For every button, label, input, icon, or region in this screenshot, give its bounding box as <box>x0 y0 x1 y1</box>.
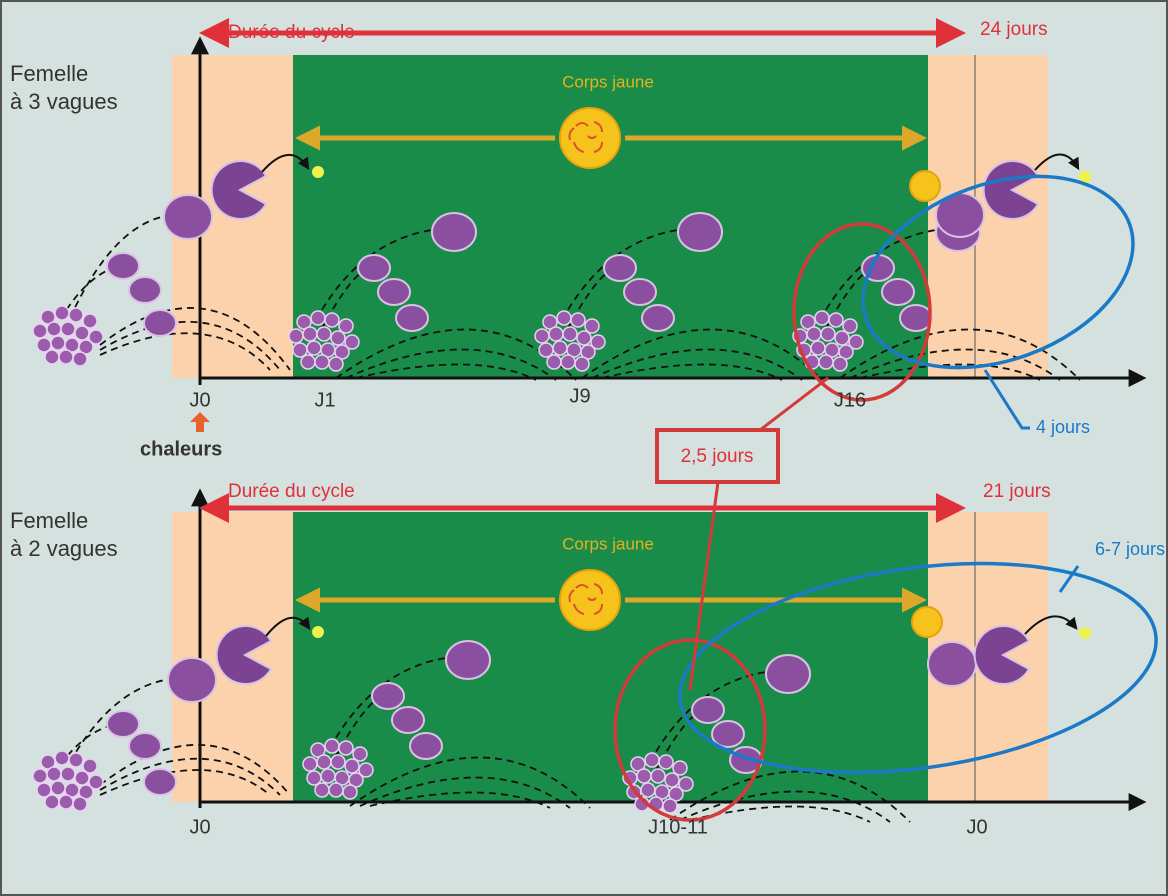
follicle <box>164 195 212 239</box>
shared-interval: 2,5 jours <box>681 446 754 467</box>
corpus-luteum <box>560 570 620 630</box>
follicle <box>144 769 176 795</box>
follicle <box>144 310 176 336</box>
cycle-label: Durée du cycle <box>228 22 355 43</box>
regressing-corpus <box>912 607 942 637</box>
day-label: J10-11 <box>648 816 708 838</box>
day-label: J0 <box>189 816 210 838</box>
heat-label: chaleurs <box>140 438 222 460</box>
follicle <box>107 711 139 737</box>
oocyte <box>1079 627 1091 639</box>
corpus-luteum-label: Corps jaune <box>562 534 654 553</box>
follicle <box>129 277 161 303</box>
day-label: J0 <box>966 816 987 838</box>
wave-interval: 4 jours <box>1036 417 1090 437</box>
follicle <box>107 253 139 279</box>
cycle-length: 24 jours <box>980 19 1048 40</box>
diagram: Durée du cycle 24 jours Femelle à 3 vagu… <box>0 0 1168 896</box>
subject: Femelle <box>10 61 88 86</box>
follicle <box>168 658 216 702</box>
regressing-corpus <box>910 171 940 201</box>
subject: Femelle <box>10 508 88 533</box>
corpus-luteum-label: Corps jaune <box>562 72 654 91</box>
day-label: J1 <box>314 389 335 411</box>
cycle-label: Durée du cycle <box>228 481 355 502</box>
luteal-phase <box>293 512 928 802</box>
day-label: J16 <box>834 389 866 411</box>
wave-interval: 6-7 jours <box>1095 539 1165 559</box>
oocyte <box>312 166 324 178</box>
day-label: J9 <box>569 385 590 407</box>
corpus-luteum <box>560 108 620 168</box>
subject: à 2 vagues <box>10 536 118 561</box>
cycle-length: 21 jours <box>983 481 1051 502</box>
day-label: J0 <box>189 389 210 411</box>
panel-2-waves: Durée du cycle 21 jours Femelle à 2 vagu… <box>10 481 1168 838</box>
oocyte <box>312 626 324 638</box>
follicle <box>928 642 976 686</box>
follicle <box>129 733 161 759</box>
subject: à 3 vagues <box>10 89 118 114</box>
